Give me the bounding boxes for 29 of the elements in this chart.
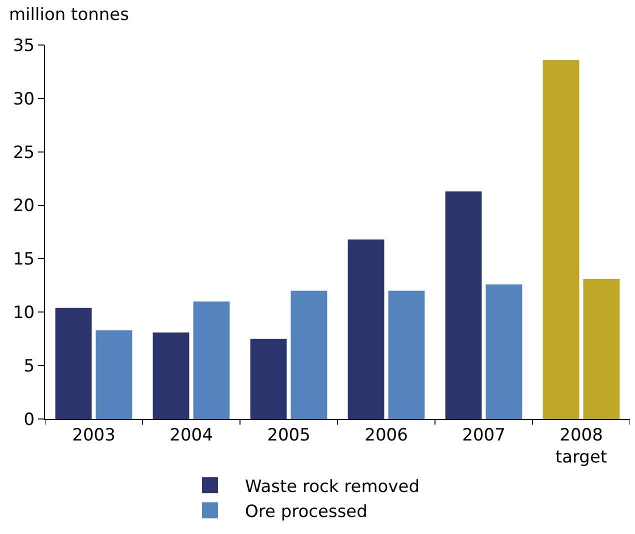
bar [583, 279, 620, 419]
x-tick-label: 2005 [267, 425, 310, 446]
x-tick-label: 2004 [170, 425, 213, 446]
y-tick-label: 15 [12, 250, 35, 270]
bar [250, 338, 287, 419]
bar [388, 290, 425, 419]
x-tick-label: 2003 [72, 425, 116, 446]
x-tick-label: 2008 target [555, 425, 608, 468]
y-tick-label: 25 [12, 142, 35, 163]
y-tick-label: 5 [24, 356, 35, 377]
y-tick-label: 20 [12, 196, 35, 216]
bar [348, 239, 384, 419]
y-tick-label: 30 [12, 89, 35, 110]
legend-label: Ore processed [245, 502, 368, 522]
bar [290, 290, 328, 419]
y-tick-label: 0 [24, 410, 35, 430]
bar [96, 330, 132, 419]
bar [193, 301, 230, 419]
y-axis-title: million tonnes [9, 5, 130, 25]
x-tick-label: 2007 [462, 425, 506, 446]
bar [55, 308, 92, 419]
bar [152, 332, 190, 419]
bar [445, 191, 482, 419]
bar [542, 60, 580, 419]
x-tick-label: 2006 [364, 425, 408, 446]
y-tick-label: 35 [12, 36, 35, 56]
y-tick-label: 10 [12, 303, 35, 324]
bar [486, 284, 522, 419]
legend-label: Waste rock removed [245, 476, 420, 497]
